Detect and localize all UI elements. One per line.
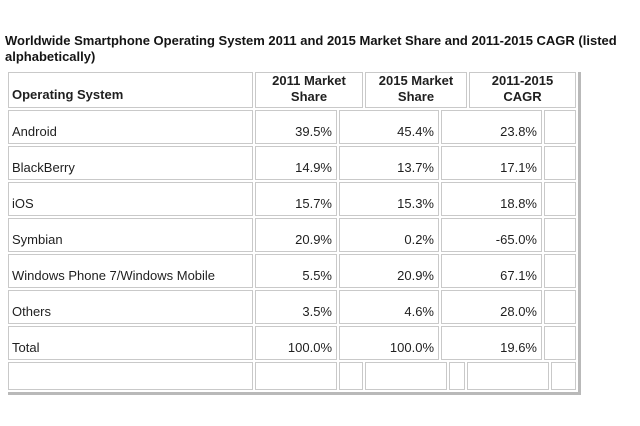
market-share-table: Operating System 2011 Market Share 2015 …	[8, 72, 581, 395]
spacer-cell	[544, 218, 576, 252]
cagr-cell: -65.0%	[441, 218, 542, 252]
table-row-symbian: Symbian 20.9% 0.2% -65.0%	[8, 218, 576, 252]
os-name-cell: BlackBerry	[8, 146, 253, 180]
spacer-cell	[544, 110, 576, 144]
share-2011-cell: 15.7%	[255, 182, 337, 216]
share-2011-cell: 39.5%	[255, 110, 337, 144]
header-2015-line1: 2015 Market	[378, 73, 454, 88]
empty-cell	[467, 362, 549, 390]
table-row-blackberry: BlackBerry 14.9% 13.7% 17.1%	[8, 146, 576, 180]
chart-title-line1: Worldwide Smartphone Operating System 20…	[5, 33, 617, 48]
table-row-android: Android 39.5% 45.4% 23.8%	[8, 110, 576, 144]
os-name-cell: Total	[8, 326, 253, 360]
share-2015-cell: 4.6%	[339, 290, 439, 324]
table-row-others: Others 3.5% 4.6% 28.0%	[8, 290, 576, 324]
os-name-cell: Symbian	[8, 218, 253, 252]
share-2011-cell: 14.9%	[255, 146, 337, 180]
header-2011-market-share: 2011 Market Share	[255, 72, 363, 108]
share-2015-cell: 13.7%	[339, 146, 439, 180]
cagr-cell: 28.0%	[441, 290, 542, 324]
empty-cell	[365, 362, 447, 390]
cagr-cell: 17.1%	[441, 146, 542, 180]
header-cagr-line1: 2011-2015	[491, 73, 554, 88]
share-2015-cell: 100.0%	[339, 326, 439, 360]
share-2015-cell: 45.4%	[339, 110, 439, 144]
table-row-total: Total 100.0% 100.0% 19.6%	[8, 326, 576, 360]
share-2015-cell: 20.9%	[339, 254, 439, 288]
chart-title: Worldwide Smartphone Operating System 20…	[5, 33, 635, 65]
spacer-cell	[544, 254, 576, 288]
cagr-cell: 23.8%	[441, 110, 542, 144]
share-2015-cell: 15.3%	[339, 182, 439, 216]
share-2011-cell: 100.0%	[255, 326, 337, 360]
table-row-ios: iOS 15.7% 15.3% 18.8%	[8, 182, 576, 216]
header-2015-market-share: 2015 Market Share	[365, 72, 467, 108]
header-operating-system-label: Operating System	[12, 87, 124, 102]
os-name-cell: iOS	[8, 182, 253, 216]
header-2015-line2: Share	[397, 89, 435, 104]
share-2015-cell: 0.2%	[339, 218, 439, 252]
spacer-cell	[544, 326, 576, 360]
header-operating-system: Operating System	[8, 72, 253, 108]
empty-cell	[8, 362, 253, 390]
empty-cell	[255, 362, 337, 390]
share-2011-cell: 3.5%	[255, 290, 337, 324]
table-empty-row	[8, 362, 576, 390]
header-2011-line2: Share	[290, 89, 328, 104]
cagr-cell: 19.6%	[441, 326, 542, 360]
share-2011-cell: 20.9%	[255, 218, 337, 252]
table-header-row: Operating System 2011 Market Share 2015 …	[8, 72, 576, 108]
share-2011-cell: 5.5%	[255, 254, 337, 288]
chart-title-line2: alphabetically)	[5, 49, 96, 64]
header-cagr-line2: CAGR	[503, 89, 542, 104]
os-name-cell: Android	[8, 110, 253, 144]
cagr-cell: 18.8%	[441, 182, 542, 216]
cagr-cell: 67.1%	[441, 254, 542, 288]
table-row-windows: Windows Phone 7/Windows Mobile 5.5% 20.9…	[8, 254, 576, 288]
spacer-cell	[544, 182, 576, 216]
spacer-cell	[544, 290, 576, 324]
header-cagr: 2011-2015 CAGR	[469, 72, 576, 108]
spacer-cell	[544, 146, 576, 180]
os-name-cell: Windows Phone 7/Windows Mobile	[8, 254, 253, 288]
empty-spacer-cell	[449, 362, 465, 390]
os-name-cell: Others	[8, 290, 253, 324]
empty-spacer-cell	[339, 362, 363, 390]
header-2011-line1: 2011 Market	[272, 73, 346, 88]
empty-spacer-cell	[551, 362, 576, 390]
